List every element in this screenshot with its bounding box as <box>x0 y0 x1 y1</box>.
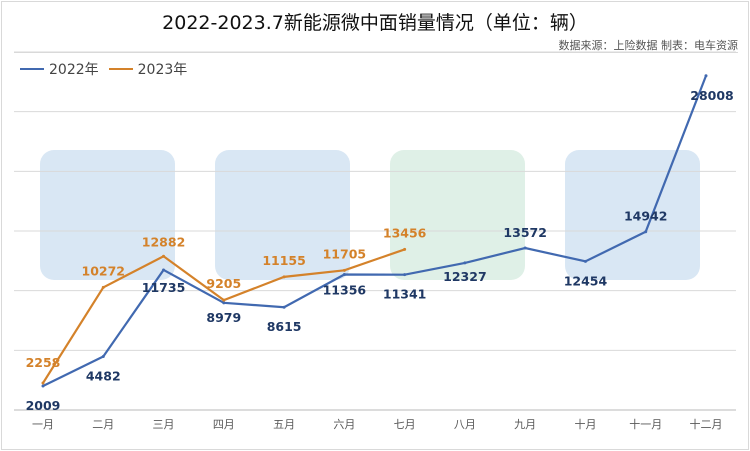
data-point <box>644 230 648 234</box>
data-point <box>41 381 45 385</box>
data-point <box>101 285 105 289</box>
x-tick-label: 五月 <box>273 418 295 431</box>
x-tick-label: 八月 <box>454 418 476 431</box>
legend-label: 2022年 <box>49 62 99 78</box>
series-line-2022年 <box>42 75 708 388</box>
data-label: 11155 <box>262 253 306 268</box>
watermark-glyph <box>390 150 525 280</box>
data-point <box>403 273 407 277</box>
legend: 2022年 2023年 <box>20 59 187 79</box>
data-label: 8615 <box>267 319 302 334</box>
data-label: 11705 <box>323 246 367 261</box>
x-tick-label: 四月 <box>213 418 235 431</box>
x-tick-label: 十一月 <box>629 417 662 431</box>
data-label: 28008 <box>690 88 734 103</box>
legend-swatch <box>20 68 44 70</box>
data-point <box>704 74 708 78</box>
watermark-glyph <box>40 150 175 280</box>
data-point <box>342 272 346 276</box>
data-label: 12882 <box>142 234 186 249</box>
data-label: 14942 <box>624 209 668 224</box>
x-tick-label: 六月 <box>333 418 355 431</box>
data-label: 9205 <box>206 276 241 291</box>
x-tick-label: 一月 <box>32 418 54 431</box>
x-tick-label: 十月 <box>574 417 596 431</box>
data-label: 11341 <box>383 287 427 302</box>
data-label: 12454 <box>564 273 608 288</box>
legend-item-2023: 2023年 <box>108 59 188 79</box>
data-label: 2009 <box>26 398 61 413</box>
data-label: 13572 <box>503 225 547 240</box>
data-point <box>41 384 45 388</box>
data-point <box>162 268 166 272</box>
x-tick-label: 十二月 <box>690 417 723 431</box>
x-tick-label: 七月 <box>394 418 416 431</box>
data-point <box>342 268 346 272</box>
data-label: 10272 <box>82 263 126 278</box>
data-point <box>523 246 527 250</box>
data-label: 13456 <box>383 225 427 240</box>
data-label: 11735 <box>142 280 186 295</box>
data-point <box>222 298 226 302</box>
data-label: 4482 <box>86 369 121 384</box>
data-point <box>463 261 467 265</box>
data-point <box>222 301 226 305</box>
legend-swatch <box>108 68 133 70</box>
data-point <box>282 305 286 309</box>
data-point <box>162 254 166 258</box>
data-label: 11356 <box>323 282 367 297</box>
data-label: 12327 <box>443 269 487 284</box>
x-tick-label: 九月 <box>514 418 536 431</box>
data-label: 8979 <box>206 310 241 325</box>
data-label: 2258 <box>26 355 61 370</box>
x-tick-label: 三月 <box>153 418 175 431</box>
data-point <box>403 247 407 251</box>
data-point <box>101 355 105 359</box>
watermark-glyph <box>565 150 700 280</box>
data-point <box>282 275 286 279</box>
chart-source: 数据来源：上险数据 制表：电车资源 <box>558 39 739 52</box>
watermark-glyph <box>215 150 350 280</box>
x-tick-label: 二月 <box>92 418 114 431</box>
chart-title: 2022-2023.7新能源微中面销量情况（单位：辆） <box>162 12 588 34</box>
legend-label: 2023年 <box>137 62 188 78</box>
legend-item-2022: 2022年 <box>20 59 99 79</box>
data-point <box>583 259 587 263</box>
